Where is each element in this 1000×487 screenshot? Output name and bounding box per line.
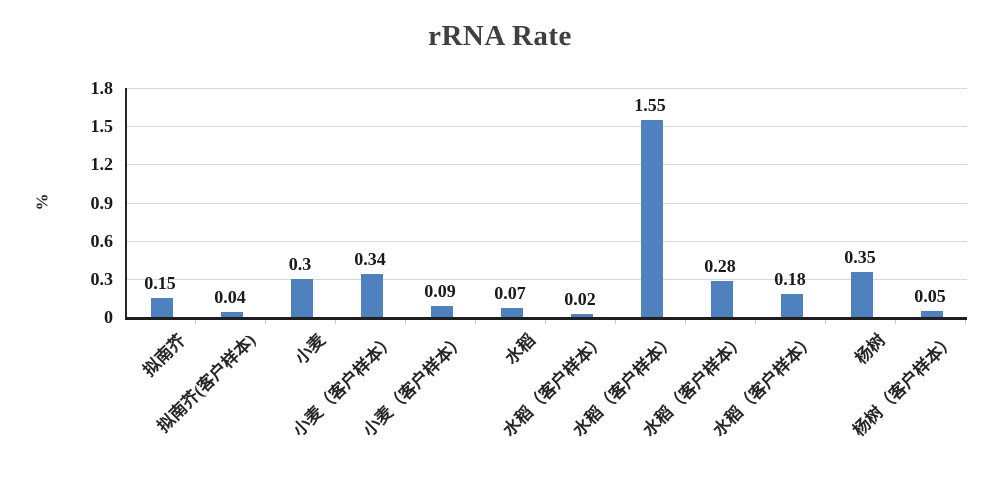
- bar-value-label: 1.55: [634, 94, 666, 115]
- bar: [711, 281, 733, 317]
- bar-value-label: 0.28: [704, 256, 736, 277]
- x-category-label: 小麦: [291, 330, 329, 369]
- x-category-label: 杨树: [851, 330, 889, 369]
- bar: [781, 294, 803, 317]
- y-tick-label: 0.6: [90, 230, 114, 251]
- gridline: [127, 88, 967, 89]
- y-tick-label: 0: [104, 307, 113, 327]
- bar: [921, 310, 943, 317]
- bar: [851, 272, 873, 317]
- bar: [361, 273, 383, 317]
- y-tick-label: 1.2: [90, 154, 114, 175]
- bar-value-label: 0.15: [144, 272, 176, 293]
- axis-boundary-tick: [475, 320, 476, 324]
- axis-boundary-tick: [965, 320, 966, 324]
- axis-boundary-tick: [545, 320, 546, 324]
- y-tick-label: 1.8: [90, 78, 114, 98]
- bar: [221, 311, 243, 317]
- bar: [431, 305, 453, 317]
- axis-boundary-tick: [195, 320, 196, 324]
- x-category-label: 拟南芥: [139, 330, 189, 381]
- gridline: [127, 202, 967, 204]
- bar-value-label: 0.05: [914, 285, 946, 306]
- bar: [501, 308, 523, 317]
- axis-boundary-tick: [335, 320, 336, 324]
- y-tick-label: 1.5: [90, 116, 114, 137]
- axis-boundary-tick: [895, 320, 896, 324]
- x-category-label: 水稻: [501, 330, 539, 369]
- bar-value-label: 0.18: [774, 269, 806, 290]
- bar-value-label: 0.09: [424, 280, 456, 301]
- bar: [151, 297, 173, 317]
- gridline: [127, 126, 967, 128]
- axis-boundary-tick: [755, 320, 756, 324]
- plot-area: [125, 88, 967, 320]
- bar-value-label: 0.07: [494, 283, 526, 304]
- axis-boundary-tick: [615, 320, 616, 324]
- y-tick-label: 0.3: [90, 268, 114, 289]
- chart-title: rRNA Rate: [428, 20, 572, 52]
- gridline: [127, 278, 967, 280]
- bar: [571, 314, 593, 317]
- gridline: [127, 164, 967, 166]
- bar-value-label: 0.02: [564, 289, 596, 310]
- axis-boundary-tick: [265, 320, 266, 324]
- bar: [641, 119, 663, 317]
- bar: [291, 278, 313, 317]
- bar-value-label: 0.3: [288, 253, 312, 274]
- axis-boundary-tick: [825, 320, 826, 324]
- bar-value-label: 0.04: [214, 286, 246, 307]
- gridline: [127, 240, 967, 242]
- bar-value-label: 0.34: [354, 248, 386, 269]
- axis-boundary-tick: [405, 320, 406, 324]
- bar-value-label: 0.35: [844, 247, 876, 268]
- axis-boundary-tick: [685, 320, 686, 324]
- y-tick-label: 0.9: [90, 192, 114, 213]
